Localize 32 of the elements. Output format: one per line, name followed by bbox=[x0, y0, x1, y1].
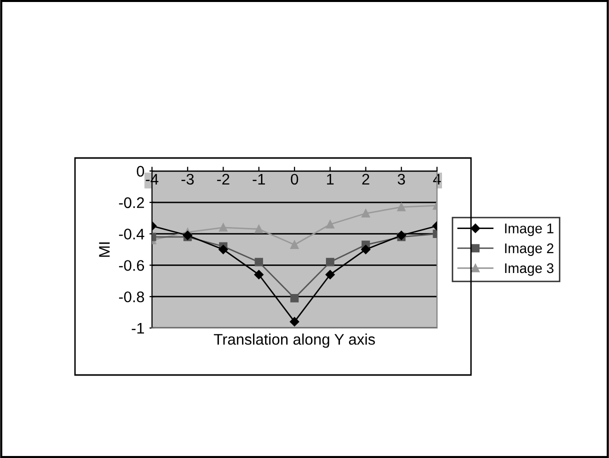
point bbox=[218, 244, 228, 254]
y-tick-label: -1 bbox=[132, 323, 144, 334]
y-axis-title: MI bbox=[99, 242, 110, 257]
x-tick-label: -3 bbox=[182, 174, 194, 185]
x-tick-label: 0 bbox=[290, 174, 298, 185]
point bbox=[326, 258, 334, 266]
legend-label: Image 1 bbox=[505, 224, 554, 236]
point bbox=[219, 223, 228, 232]
point bbox=[361, 244, 370, 254]
point bbox=[290, 240, 299, 249]
x-tick-label: -2 bbox=[217, 174, 230, 184]
y-tick-label: -0.4 bbox=[119, 228, 144, 240]
point bbox=[254, 224, 264, 234]
y-tick-label: -0.6 bbox=[119, 260, 144, 271]
point bbox=[362, 209, 370, 218]
point bbox=[326, 270, 335, 280]
x-tick-label: -1 bbox=[252, 174, 265, 184]
point bbox=[326, 220, 334, 229]
point bbox=[397, 202, 406, 212]
y-tick-label: -0.2 bbox=[119, 197, 144, 208]
y-tick-label: 0 bbox=[136, 166, 144, 177]
legend-label: Image 3 bbox=[505, 263, 554, 276]
point bbox=[254, 258, 264, 266]
y-tick-label: -0.8 bbox=[119, 291, 144, 302]
x-axis-title: Translation along Y axis bbox=[214, 334, 375, 348]
x-tick-label: 2 bbox=[362, 174, 370, 184]
point bbox=[290, 294, 299, 302]
legend-label: Image 2 bbox=[505, 243, 554, 256]
x-tick-label: 3 bbox=[398, 174, 405, 185]
x-tick-label: 1 bbox=[327, 174, 334, 184]
point bbox=[290, 317, 300, 326]
point bbox=[254, 270, 264, 280]
